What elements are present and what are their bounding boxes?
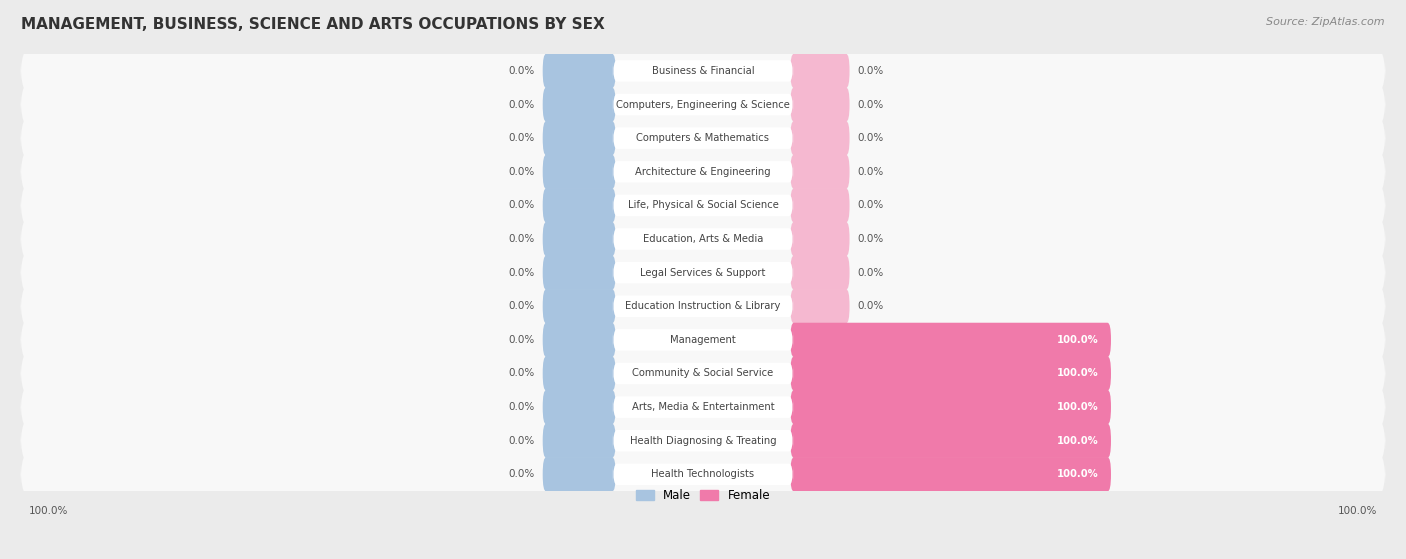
FancyBboxPatch shape [543, 155, 616, 189]
Text: 0.0%: 0.0% [508, 66, 534, 76]
FancyBboxPatch shape [543, 457, 616, 491]
FancyBboxPatch shape [613, 396, 793, 418]
Text: Education, Arts & Media: Education, Arts & Media [643, 234, 763, 244]
Text: Computers, Engineering & Science: Computers, Engineering & Science [616, 100, 790, 110]
Text: 0.0%: 0.0% [508, 470, 534, 479]
FancyBboxPatch shape [613, 296, 793, 317]
FancyBboxPatch shape [543, 255, 616, 290]
Text: 0.0%: 0.0% [508, 368, 534, 378]
Text: 0.0%: 0.0% [858, 234, 884, 244]
Text: Computers & Mathematics: Computers & Mathematics [637, 133, 769, 143]
Text: 0.0%: 0.0% [508, 201, 534, 210]
Text: 0.0%: 0.0% [508, 335, 534, 345]
FancyBboxPatch shape [543, 87, 616, 122]
Text: 0.0%: 0.0% [508, 301, 534, 311]
FancyBboxPatch shape [613, 329, 793, 350]
FancyBboxPatch shape [790, 54, 849, 88]
FancyBboxPatch shape [21, 286, 1385, 326]
Text: Architecture & Engineering: Architecture & Engineering [636, 167, 770, 177]
FancyBboxPatch shape [790, 121, 849, 155]
Text: Community & Social Service: Community & Social Service [633, 368, 773, 378]
FancyBboxPatch shape [613, 363, 793, 384]
FancyBboxPatch shape [21, 454, 1385, 495]
FancyBboxPatch shape [543, 188, 616, 222]
FancyBboxPatch shape [790, 222, 849, 256]
Text: Management: Management [671, 335, 735, 345]
Text: 0.0%: 0.0% [508, 234, 534, 244]
FancyBboxPatch shape [790, 155, 849, 189]
FancyBboxPatch shape [21, 320, 1385, 360]
FancyBboxPatch shape [21, 185, 1385, 226]
Text: 0.0%: 0.0% [508, 435, 534, 446]
FancyBboxPatch shape [21, 51, 1385, 91]
FancyBboxPatch shape [790, 87, 849, 122]
Text: 0.0%: 0.0% [508, 167, 534, 177]
FancyBboxPatch shape [543, 323, 616, 357]
FancyBboxPatch shape [21, 219, 1385, 259]
Text: MANAGEMENT, BUSINESS, SCIENCE AND ARTS OCCUPATIONS BY SEX: MANAGEMENT, BUSINESS, SCIENCE AND ARTS O… [21, 17, 605, 32]
Text: 0.0%: 0.0% [858, 268, 884, 278]
Text: 0.0%: 0.0% [508, 100, 534, 110]
Text: Arts, Media & Entertainment: Arts, Media & Entertainment [631, 402, 775, 412]
Text: Life, Physical & Social Science: Life, Physical & Social Science [627, 201, 779, 210]
Text: 0.0%: 0.0% [858, 66, 884, 76]
FancyBboxPatch shape [613, 161, 793, 183]
FancyBboxPatch shape [21, 253, 1385, 293]
FancyBboxPatch shape [790, 356, 1111, 391]
FancyBboxPatch shape [21, 420, 1385, 461]
Text: 0.0%: 0.0% [858, 100, 884, 110]
FancyBboxPatch shape [21, 118, 1385, 158]
Text: 100.0%: 100.0% [1057, 470, 1098, 479]
FancyBboxPatch shape [21, 84, 1385, 125]
FancyBboxPatch shape [613, 262, 793, 283]
Text: Health Diagnosing & Treating: Health Diagnosing & Treating [630, 435, 776, 446]
Text: Business & Financial: Business & Financial [652, 66, 754, 76]
FancyBboxPatch shape [543, 424, 616, 458]
Text: 100.0%: 100.0% [1057, 335, 1098, 345]
FancyBboxPatch shape [543, 390, 616, 424]
FancyBboxPatch shape [543, 289, 616, 324]
FancyBboxPatch shape [613, 60, 793, 82]
Text: 0.0%: 0.0% [858, 301, 884, 311]
FancyBboxPatch shape [790, 188, 849, 222]
Text: 100.0%: 100.0% [1057, 368, 1098, 378]
FancyBboxPatch shape [613, 94, 793, 115]
Legend: Male, Female: Male, Female [631, 485, 775, 507]
Text: 0.0%: 0.0% [508, 268, 534, 278]
FancyBboxPatch shape [21, 353, 1385, 394]
FancyBboxPatch shape [613, 463, 793, 485]
Text: 0.0%: 0.0% [858, 201, 884, 210]
FancyBboxPatch shape [543, 54, 616, 88]
FancyBboxPatch shape [543, 356, 616, 391]
Text: 0.0%: 0.0% [858, 133, 884, 143]
FancyBboxPatch shape [543, 222, 616, 256]
Text: 0.0%: 0.0% [508, 133, 534, 143]
FancyBboxPatch shape [790, 424, 1111, 458]
FancyBboxPatch shape [543, 121, 616, 155]
FancyBboxPatch shape [790, 255, 849, 290]
Text: 100.0%: 100.0% [1339, 506, 1378, 517]
FancyBboxPatch shape [790, 457, 1111, 491]
FancyBboxPatch shape [790, 289, 849, 324]
Text: Source: ZipAtlas.com: Source: ZipAtlas.com [1267, 17, 1385, 27]
Text: 100.0%: 100.0% [1057, 402, 1098, 412]
FancyBboxPatch shape [790, 390, 1111, 424]
Text: 0.0%: 0.0% [858, 167, 884, 177]
Text: Legal Services & Support: Legal Services & Support [640, 268, 766, 278]
FancyBboxPatch shape [21, 151, 1385, 192]
FancyBboxPatch shape [613, 228, 793, 250]
Text: 100.0%: 100.0% [28, 506, 67, 517]
Text: Health Technologists: Health Technologists [651, 470, 755, 479]
Text: 100.0%: 100.0% [1057, 435, 1098, 446]
FancyBboxPatch shape [613, 195, 793, 216]
FancyBboxPatch shape [790, 323, 1111, 357]
Text: Education Instruction & Library: Education Instruction & Library [626, 301, 780, 311]
FancyBboxPatch shape [613, 430, 793, 452]
FancyBboxPatch shape [613, 127, 793, 149]
FancyBboxPatch shape [21, 387, 1385, 427]
Text: 0.0%: 0.0% [508, 402, 534, 412]
